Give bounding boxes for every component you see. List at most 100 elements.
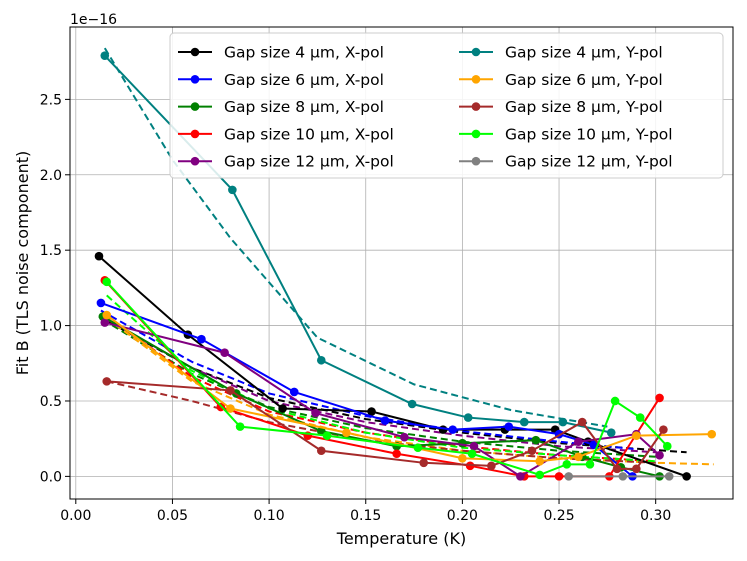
data-point [322,431,332,440]
data-point [96,298,106,308]
data-point [226,386,235,395]
y-tick-label: 2.0 [40,168,62,184]
legend-label: Gap size 6 μm, X-pol [224,71,384,89]
data-point [574,452,583,462]
data-point [632,431,641,440]
y-offset-label: 1e−16 [70,12,117,28]
series-line [106,314,712,463]
data-point [585,460,595,469]
data-point [458,453,467,463]
legend-label: Gap size 8 μm, Y-pol [505,98,663,116]
data-point [458,438,467,448]
y-axis-label: Fit B (TLS noise component) [13,151,32,375]
data-point [226,404,235,413]
data-point [278,404,287,413]
data-point [392,449,401,459]
fit-line [103,47,608,428]
data-point [380,416,390,425]
data-point [519,417,529,427]
data-point [527,446,537,456]
series-line [104,54,612,434]
data-point [577,417,587,427]
data-point [448,425,458,434]
data-point [574,437,583,446]
legend-label: Gap size 4 μm, Y-pol [505,44,663,62]
data-point [102,277,112,287]
data-point [531,435,541,445]
data-point [400,432,409,442]
legend-label: Gap size 12 μm, Y-pol [505,153,673,171]
legend-marker [190,47,200,57]
legend-marker [471,75,481,84]
data-point [407,399,417,409]
y-tick-label: 1.0 [40,319,62,335]
data-point [94,251,104,261]
data-point [655,450,664,460]
data-point [228,185,237,195]
data-point [220,348,229,358]
legend-label: Gap size 10 μm, X-pol [224,125,394,143]
y-tick-label: 2.5 [40,92,62,108]
data-point [419,458,429,468]
legend-marker [190,129,200,139]
data-point [564,472,573,481]
data-point [235,422,245,431]
data-point [316,355,326,365]
data-point [632,464,641,474]
data-point [535,457,545,466]
legend-label: Gap size 6 μm, Y-pol [505,71,663,89]
legend-box [169,32,724,179]
legend: Gap size 4 μm, X-pol Gap size 6 μm, X-pol… [169,32,724,179]
data-point [612,464,622,474]
series-line [106,380,665,470]
data-point [316,446,326,456]
x-tick-label: 0.25 [543,508,574,524]
data-point [316,426,326,436]
fit-line [100,309,637,451]
legend-label: Gap size 4 μm, X-pol [224,44,384,62]
data-point [467,449,477,459]
data-point [102,310,112,320]
data-point [289,387,299,397]
legend-marker [471,102,481,111]
data-point [707,429,717,439]
data-point [100,51,110,60]
data-point [487,461,496,471]
data-point [635,413,645,422]
data-point [655,393,664,403]
data-point [469,441,479,451]
legend-label: Gap size 10 μm, Y-pol [505,125,673,143]
data-point [606,428,616,437]
x-axis-label: Temperature (K) [336,529,466,548]
data-point [311,408,320,418]
data-point [197,334,206,344]
data-point [682,472,691,481]
x-tick-label: 0.20 [447,508,478,524]
axes-frame [69,26,734,500]
data-point [102,377,112,386]
x-tick-label: 0.10 [254,508,285,524]
data-point [562,460,572,469]
data-point [463,413,473,422]
data-point [413,443,423,453]
legend-marker [190,102,200,111]
plot-series [94,47,717,481]
axis-ticks: 0.00 0.05 0.10 0.15 0.20 0.25 0.30 0.0 0.5 1.0 1.5… [40,92,672,524]
x-tick-label: 0.30 [640,508,671,524]
x-tick-label: 0.00 [60,508,91,524]
data-point [535,470,545,480]
data-point [504,422,514,431]
legend-marker [471,129,481,139]
legend-label: Gap size 8 μm, X-pol [224,98,384,116]
data-point [618,472,628,481]
data-point [664,472,674,481]
legend-marker [471,47,481,57]
data-point [342,428,351,437]
y-tick-label: 0.0 [40,469,62,485]
x-tick-label: 0.15 [350,508,381,524]
data-point [100,318,110,327]
data-point [367,407,376,416]
y-tick-label: 0.5 [40,394,62,410]
x-tick-label: 0.05 [157,508,188,524]
